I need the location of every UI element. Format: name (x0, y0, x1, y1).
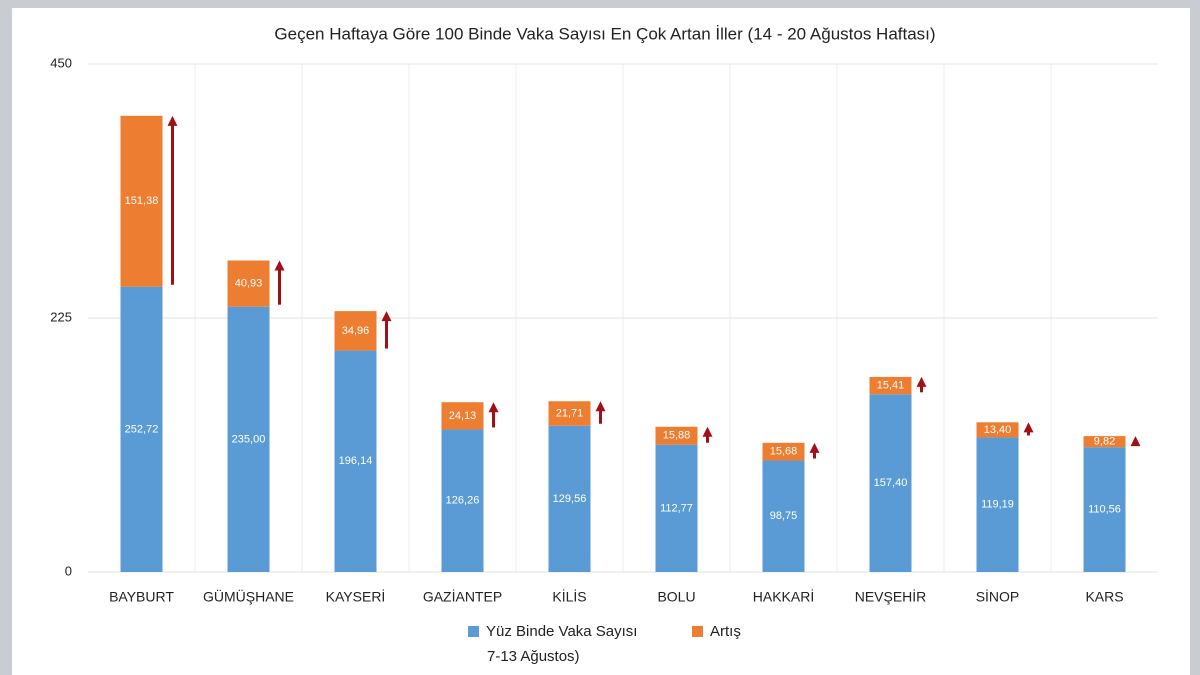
increase-arrowhead (381, 311, 392, 322)
bar-segment (227, 306, 270, 572)
x-tick-label: BOLU (657, 589, 695, 605)
bar-segment (441, 402, 484, 430)
increase-arrowhead (488, 402, 499, 413)
value-label: 98,75 (770, 510, 798, 522)
value-label: 110,56 (1088, 504, 1121, 516)
value-label: 119,19 (981, 499, 1014, 511)
increase-arrowhead (1023, 422, 1034, 433)
bar-segment (976, 422, 1019, 438)
x-tick-label: HAKKARİ (753, 588, 814, 605)
value-label: 129,56 (553, 493, 587, 505)
bar-segment (869, 394, 912, 572)
bar-segment (334, 350, 377, 572)
y-tick-label: 225 (50, 309, 72, 324)
bar-segment (334, 311, 377, 351)
value-label: 40,93 (235, 278, 263, 290)
increase-arrowhead (1130, 436, 1141, 447)
bar-segment (120, 286, 163, 572)
x-tick-label: KAYSERİ (326, 588, 386, 605)
bar-segment (869, 376, 912, 395)
bar-segment (1083, 436, 1126, 448)
bar-segment (548, 425, 591, 572)
bar-segment (762, 442, 805, 461)
legend-swatch (468, 626, 479, 637)
x-tick-label: KARS (1085, 589, 1123, 605)
bar-segment (441, 429, 484, 572)
bar-segment (1083, 447, 1126, 572)
bar-segment (655, 444, 698, 572)
x-tick-label: BAYBURT (109, 589, 174, 605)
increase-arrowhead (916, 376, 927, 387)
bar-segment (227, 260, 270, 307)
legend-swatch (692, 626, 703, 637)
value-label: 151,38 (125, 195, 159, 207)
value-label: 24,13 (449, 410, 477, 422)
increase-arrowhead (167, 115, 178, 126)
bar-segment (655, 426, 698, 445)
value-label: 126,26 (446, 495, 480, 507)
increase-arrowhead (702, 426, 713, 437)
chart-title: Geçen Haftaya Göre 100 Binde Vaka Sayısı… (274, 24, 935, 43)
legend-label: Artış (710, 623, 741, 640)
increase-arrowhead (809, 442, 820, 453)
x-tick-label: GÜMÜŞHANE (203, 588, 294, 605)
bar-segment (976, 437, 1019, 572)
x-tick-label: GAZİANTEP (423, 588, 502, 605)
value-label: 21,71 (556, 407, 584, 419)
increase-arrowhead (274, 260, 285, 271)
value-label: 15,68 (770, 446, 798, 458)
legend-label: Yüz Binde Vaka Sayısı (486, 623, 637, 640)
x-tick-label: NEVŞEHİR (855, 588, 927, 605)
value-label: 252,72 (125, 423, 159, 435)
value-label: 157,40 (874, 477, 908, 489)
y-tick-label: 450 (50, 55, 72, 70)
value-label: 15,88 (663, 430, 691, 442)
value-label: 112,77 (660, 502, 693, 514)
value-label: 196,14 (339, 455, 373, 467)
legend-note: 7-13 Ağustos) (487, 648, 580, 665)
y-tick-label: 0 (65, 563, 72, 578)
value-label: 9,82 (1094, 436, 1115, 448)
value-label: 34,96 (342, 325, 370, 337)
bar-segment (120, 115, 163, 287)
value-label: 235,00 (232, 433, 266, 445)
increase-arrowhead (595, 401, 606, 412)
value-label: 13,40 (984, 424, 1012, 436)
x-tick-label: SİNOP (976, 588, 1020, 605)
value-label: 15,41 (877, 380, 905, 392)
chart-background (12, 8, 1190, 675)
bar-segment (762, 460, 805, 572)
bar-segment (548, 401, 591, 426)
x-tick-label: KİLİS (552, 588, 586, 605)
